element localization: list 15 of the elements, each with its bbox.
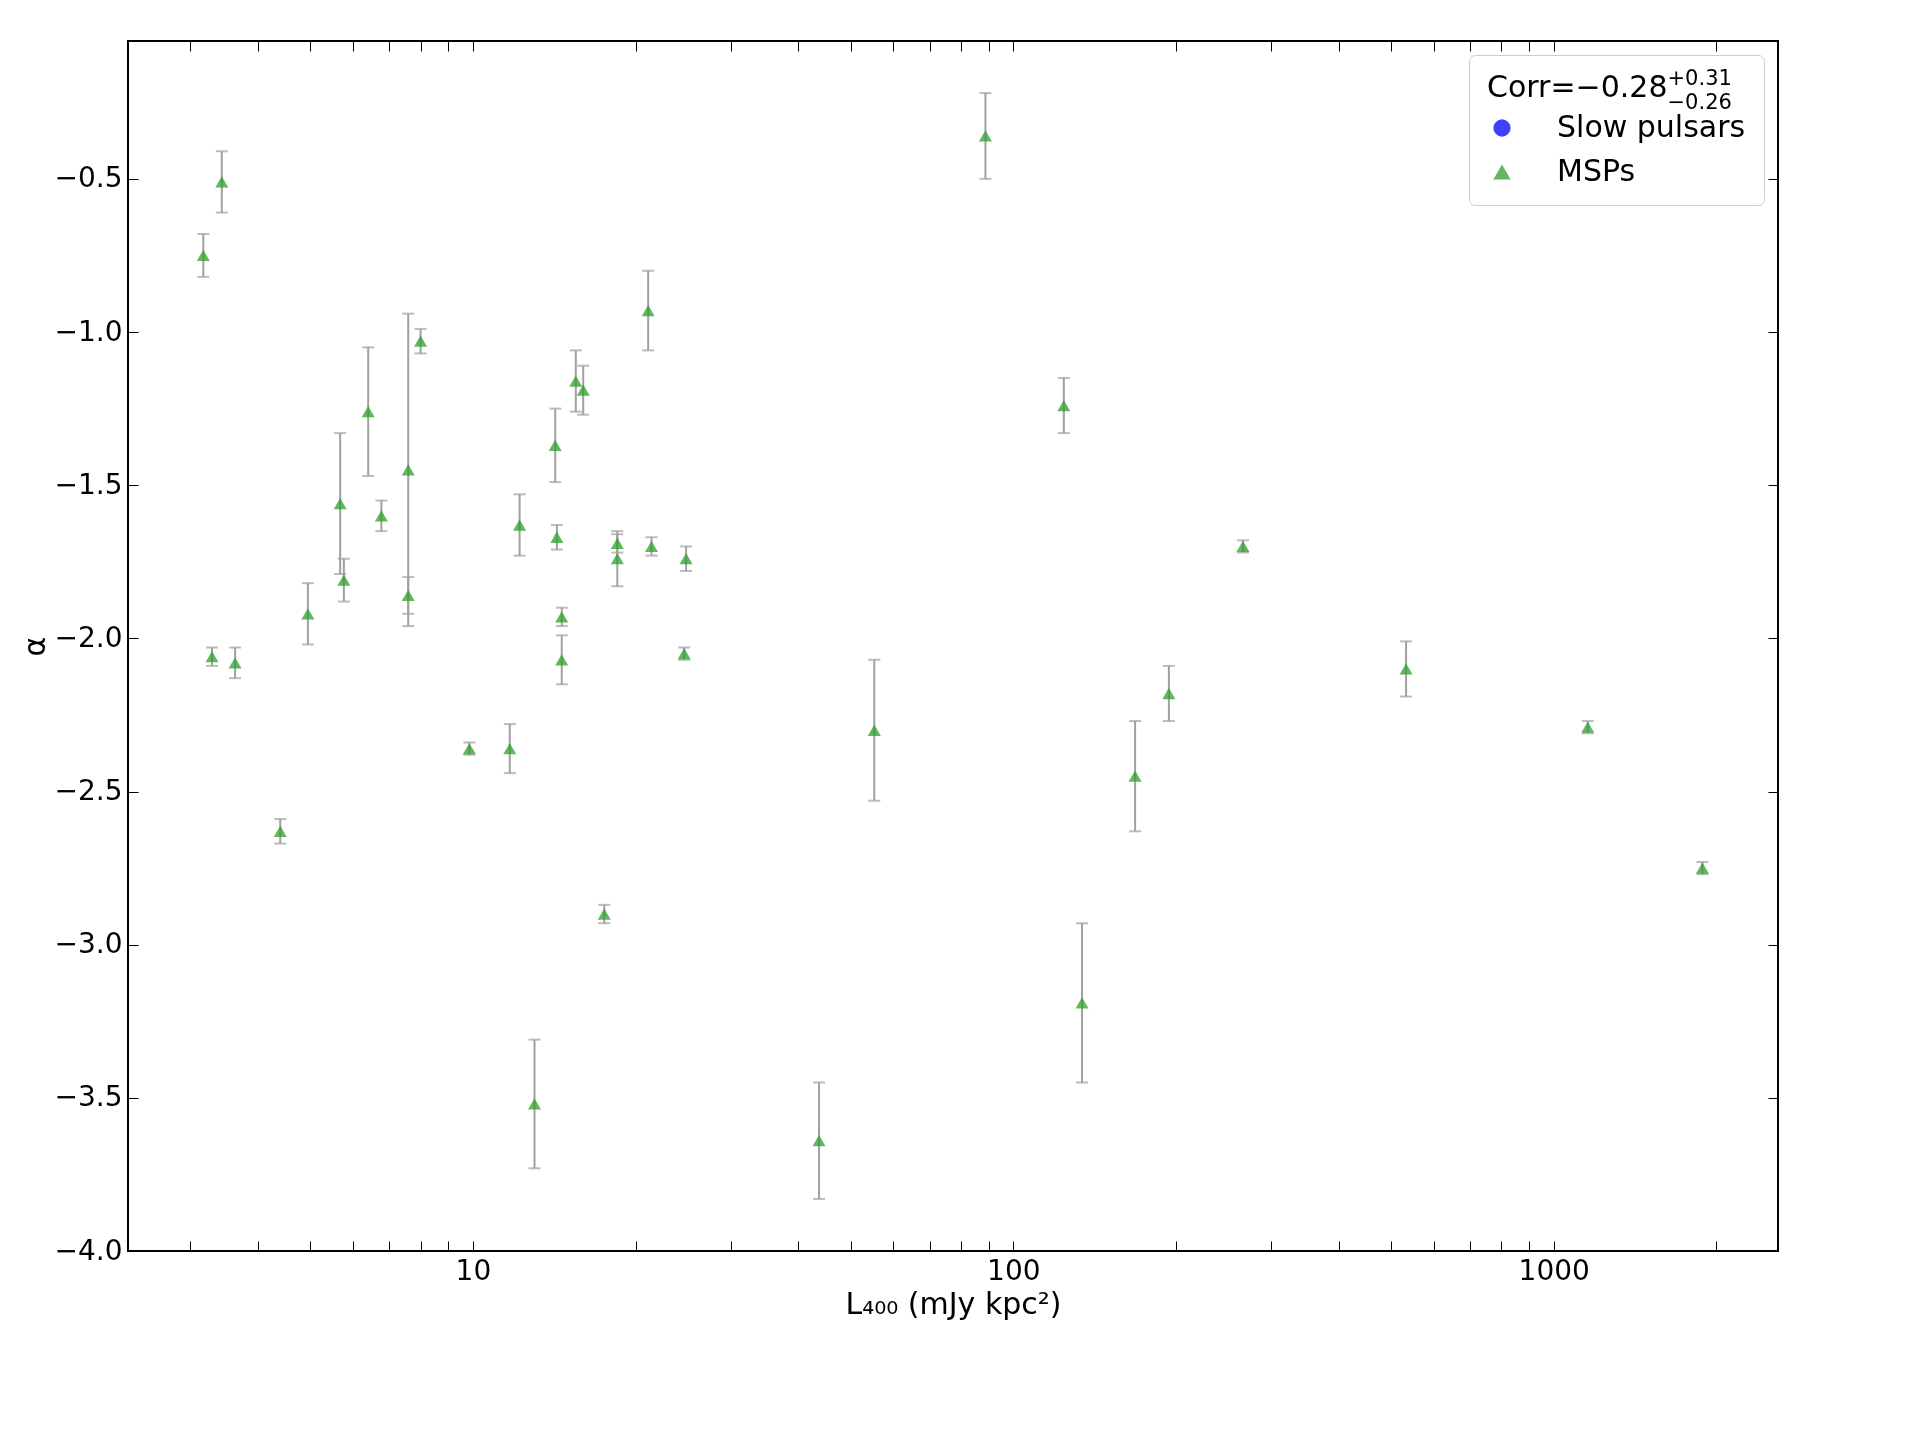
x-axis-title: L₄₀₀ (mJy kpc²) bbox=[845, 1285, 1062, 1321]
y-tick-label: −1.5 bbox=[54, 467, 123, 501]
y-tick-label: −1.0 bbox=[54, 314, 123, 348]
y-axis-title: α bbox=[16, 636, 52, 657]
y-tick-label: −2.5 bbox=[54, 774, 123, 808]
y-tick-label: −3.0 bbox=[54, 927, 123, 961]
y-tick-label: −3.5 bbox=[54, 1080, 123, 1114]
x-tick-label: 10 bbox=[455, 1253, 492, 1287]
y-tick-label: −2.0 bbox=[54, 620, 123, 654]
y-tick-label: −0.5 bbox=[54, 161, 123, 195]
x-tick-label: 1000 bbox=[1518, 1253, 1590, 1287]
legend-label: Slow pulsars bbox=[1557, 109, 1746, 144]
x-tick-label: 100 bbox=[987, 1253, 1041, 1287]
legend-label: MSPs bbox=[1557, 153, 1636, 188]
y-tick-label: −4.0 bbox=[54, 1233, 123, 1267]
